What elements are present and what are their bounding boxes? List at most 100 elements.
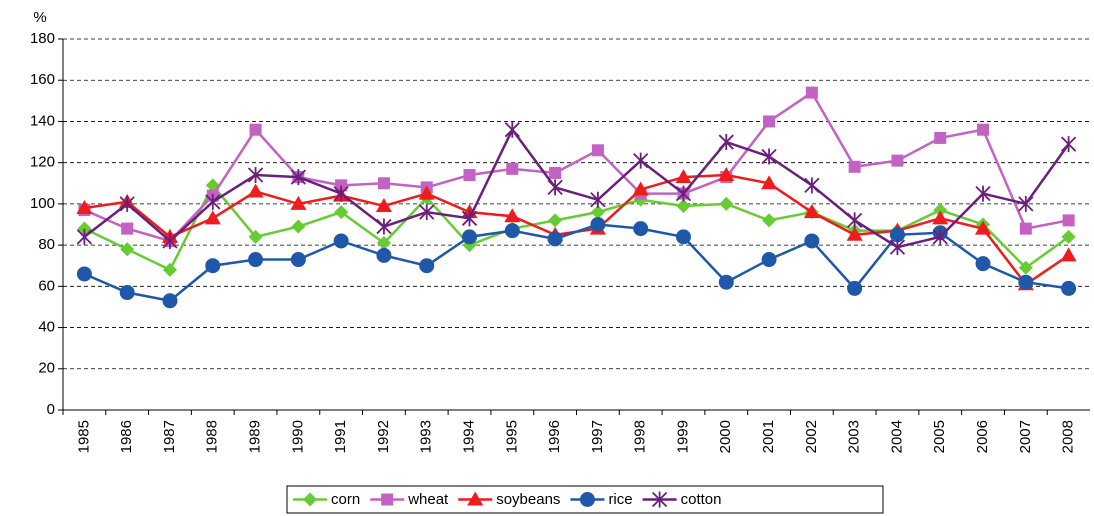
marker — [162, 232, 178, 249]
marker — [76, 266, 92, 282]
marker — [847, 212, 863, 229]
y-tick-label: 160 — [30, 71, 55, 88]
marker — [977, 123, 990, 136]
marker — [119, 285, 135, 301]
marker — [1060, 136, 1077, 153]
marker — [975, 185, 991, 202]
marker — [205, 193, 221, 210]
marker — [303, 492, 317, 507]
marker — [590, 217, 606, 232]
x-tick-label: 1991 — [332, 420, 349, 453]
marker — [889, 227, 905, 243]
y-tick-label: 140 — [30, 112, 55, 129]
x-tick-label: 2008 — [1060, 420, 1077, 453]
marker — [376, 218, 392, 235]
marker — [933, 203, 948, 218]
marker — [718, 167, 735, 182]
x-tick-label: 2000 — [717, 420, 734, 453]
marker — [803, 204, 820, 219]
marker — [162, 262, 177, 277]
marker — [249, 123, 262, 136]
marker — [889, 239, 906, 256]
x-tick-label: 1993 — [418, 420, 435, 453]
marker — [1018, 195, 1034, 212]
marker — [334, 205, 349, 220]
marker — [381, 493, 394, 506]
marker — [290, 169, 306, 186]
x-tick-label: 1987 — [161, 420, 178, 453]
x-tick-label: 2003 — [846, 420, 863, 453]
legend-label: rice — [608, 491, 632, 508]
legend: corn wheat soybeans rice cotton — [286, 485, 884, 514]
x-tick-label: 1986 — [118, 420, 135, 453]
marker — [504, 121, 520, 138]
marker — [718, 134, 734, 151]
marker — [506, 162, 519, 175]
marker — [290, 252, 306, 268]
x-tick-label: 2006 — [974, 420, 991, 453]
marker — [846, 226, 863, 241]
marker — [76, 228, 93, 245]
marker — [848, 160, 861, 173]
x-tick-label: 1985 — [75, 420, 92, 453]
marker — [547, 179, 563, 196]
legend-label: corn — [331, 491, 360, 508]
x-tick-label: 1996 — [546, 420, 563, 453]
marker — [1062, 214, 1075, 227]
marker — [1061, 280, 1077, 296]
marker — [290, 195, 307, 210]
marker — [291, 219, 306, 234]
y-tick-label: 60 — [38, 277, 55, 294]
marker — [975, 220, 992, 235]
x-tick-label: 2007 — [1017, 420, 1034, 453]
marker — [718, 274, 734, 290]
marker — [467, 491, 484, 506]
series-line — [83, 90, 1069, 243]
series-line — [83, 223, 1069, 303]
marker — [1018, 260, 1033, 275]
legend-label: soybeans — [496, 491, 560, 508]
marker — [891, 154, 904, 167]
marker — [504, 223, 520, 239]
marker — [461, 210, 478, 227]
marker — [847, 280, 863, 296]
y-tick-label: 80 — [38, 236, 55, 253]
series-line — [84, 173, 1070, 286]
marker — [377, 177, 390, 190]
marker — [247, 167, 264, 184]
marker — [934, 131, 947, 144]
y-tick-label: 100 — [30, 195, 55, 212]
marker — [579, 492, 595, 507]
marker — [120, 242, 135, 257]
y-tick-label: 40 — [38, 319, 55, 336]
x-tick-label: 1989 — [247, 420, 264, 453]
marker — [162, 293, 178, 309]
series-line — [83, 127, 1070, 249]
x-tick-label: 1998 — [632, 420, 649, 453]
marker — [76, 200, 93, 215]
marker — [204, 210, 221, 225]
x-tick-label: 1997 — [589, 420, 606, 453]
series-line — [83, 183, 1070, 272]
x-tick-label: 2004 — [888, 420, 905, 453]
x-tick-label: 1988 — [204, 420, 221, 453]
x-tick-label: 1990 — [289, 420, 306, 453]
marker — [121, 222, 134, 235]
x-tick-label: 2002 — [803, 420, 820, 453]
marker — [1019, 222, 1032, 235]
marker — [1060, 247, 1077, 262]
marker — [375, 197, 392, 212]
marker — [590, 191, 606, 208]
y-tick-label: 180 — [30, 30, 55, 47]
marker — [335, 179, 348, 192]
x-tick-label: 2001 — [760, 420, 777, 453]
marker — [462, 229, 478, 245]
y-tick-label: 120 — [30, 154, 55, 171]
marker — [763, 115, 776, 128]
y-tick-label: 20 — [38, 360, 55, 377]
marker — [547, 231, 563, 247]
marker — [675, 185, 692, 202]
y-axis-label: % — [33, 9, 46, 26]
marker — [376, 247, 392, 263]
x-tick-label: 1992 — [375, 420, 392, 453]
